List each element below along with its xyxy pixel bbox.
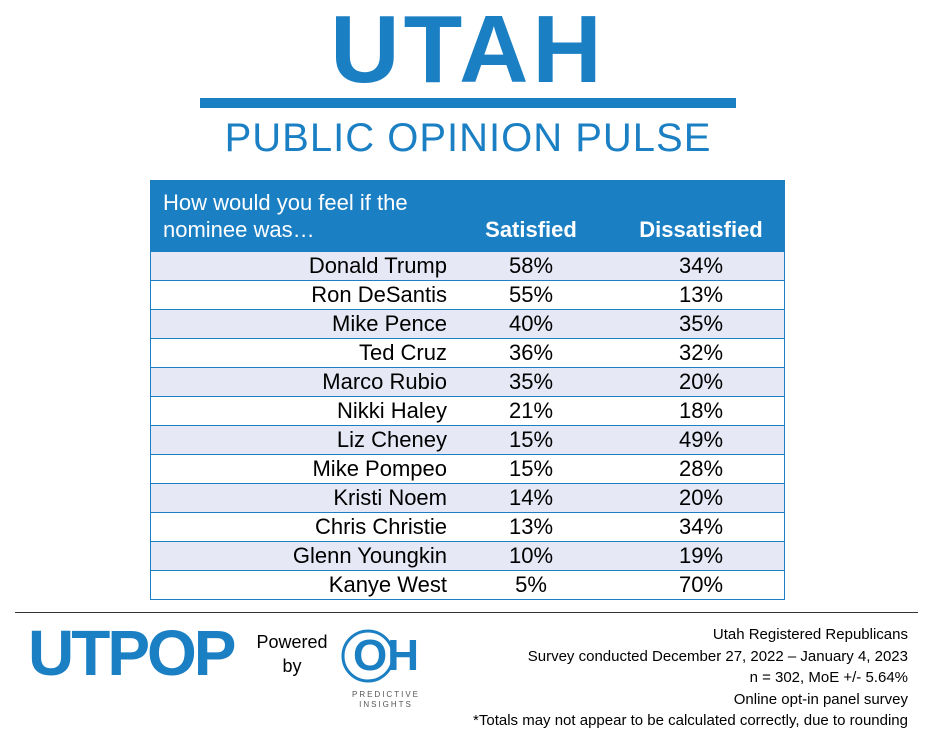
column-header: Dissatisfied [639,217,763,242]
table-row: Mike Pence 40% 35% [151,309,784,338]
satisfied-cell: 21% [508,398,554,423]
notes: Utah Registered Republicans Survey conduc… [473,624,908,732]
candidate-name: Marco Rubio [322,369,447,394]
table-body: Donald Trump 58% 34% Ron DeSantis 55% 13% Mike… [151,251,784,599]
candidate-name: Chris Christie [314,514,447,539]
satisfied-cell: 58% [508,253,554,278]
table-row: Kanye West 5% 70% [151,570,784,599]
table-row: Chris Christie 13% 34% [151,512,784,541]
title: UTAH [330,0,606,103]
dissatisfied-cell: 34% [678,253,724,278]
subtitle: PUBLIC OPINION PULSE [224,116,712,160]
candidate-name: Ted Cruz [358,340,447,365]
table-row: Ted Cruz 36% 32% [151,338,784,367]
candidate-name: Mike Pence [332,311,447,336]
satisfied-cell: 5% [515,572,547,597]
note-line: Online opt-in panel survey [733,690,908,708]
table-row: Donald Trump 58% 34% [151,251,784,280]
partner-logo-ring [341,629,395,683]
column-header: Satisfied [485,217,577,242]
note-line: *Totals may not appear to be calculated … [473,712,908,729]
dissatisfied-cell: 28% [678,456,724,481]
powered-by: Powered by [256,632,328,676]
dissatisfied-cell: 20% [678,369,724,394]
candidate-name: Glenn Youngkin [292,543,447,568]
satisfied-cell: 13% [508,514,554,539]
satisfied-cell: 55% [508,282,554,307]
satisfied-cell: 10% [508,543,554,568]
candidate-name: Mike Pompeo [312,456,447,481]
dissatisfied-cell: 34% [678,514,724,539]
satisfied-cell: 36% [508,340,554,365]
table-row: Nikki Haley 21% 18% [151,396,784,425]
table-row: Liz Cheney 15% 49% [151,425,784,454]
dissatisfied-cell: 19% [678,543,724,568]
title-bar [200,98,736,108]
partner-logo: OH [353,631,419,680]
candidate-name: Ron DeSantis [311,282,447,307]
dissatisfied-cell: 35% [678,311,724,336]
note-line: Survey conducted December 27, 2022 – Jan… [527,647,908,665]
table-row: Glenn Youngkin 10% 19% [151,541,784,570]
candidate-name: Nikki Haley [336,398,447,423]
dissatisfied-cell: 13% [678,282,724,307]
logo: UTPOP [28,617,236,689]
table-row: Mike Pompeo 15% 28% [151,454,784,483]
table-row: Kristi Noem 14% 20% [151,483,784,512]
candidate-name: Kristi Noem [333,485,447,510]
satisfied-cell: 35% [508,369,554,394]
column-header: How would you feel if the nominee was… [163,190,408,242]
partner-name: PREDICTIVE INSIGHTS [351,690,420,709]
candidate-name: Liz Cheney [336,427,447,452]
note-line: n = 302, MoE +/- 5.64% [749,669,908,686]
candidate-name: Kanye West [328,572,447,597]
divider [15,612,918,613]
table-row: Marco Rubio 35% 20% [151,367,784,396]
table: How would you feel if the nominee was… S… [150,180,785,600]
table-row: Ron DeSantis 55% 13% [151,280,784,309]
dissatisfied-cell: 49% [678,427,724,452]
dissatisfied-cell: 70% [678,572,724,597]
note-line: Utah Registered Republicans [712,626,908,643]
candidate-name: Donald Trump [308,253,447,278]
satisfied-cell: 15% [508,427,554,452]
dissatisfied-cell: 20% [678,485,724,510]
satisfied-cell: 40% [508,311,554,336]
table-header: How would you feel if the nominee was… S… [151,181,784,251]
dissatisfied-cell: 32% [678,340,724,365]
dissatisfied-cell: 18% [678,398,724,423]
satisfied-cell: 14% [508,485,554,510]
satisfied-cell: 15% [508,456,554,481]
